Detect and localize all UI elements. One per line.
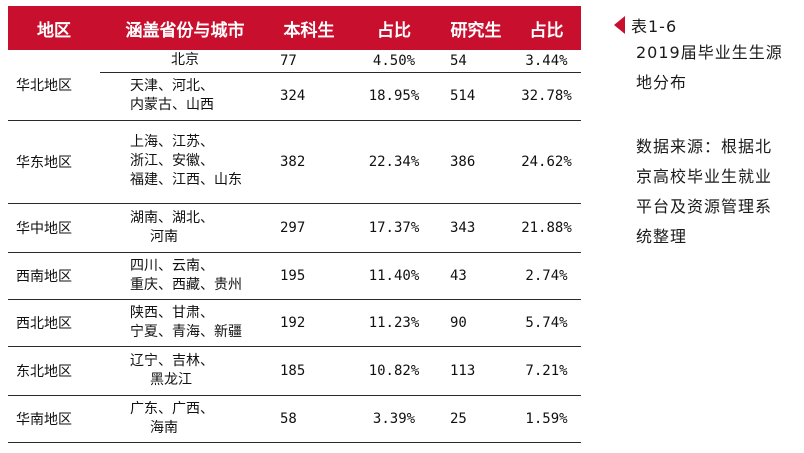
table-row: 华东地区 上海、江苏、 浙江、安徽、 福建、江西、山东 382 22.34% 3… (8, 120, 581, 204)
graduate-source-table: 地区 涵盖省份与城市 本科生 占比 研究生 占比 华北地区 北京 77 4.50… (8, 6, 581, 443)
grad-pct-cell: 2.74% (512, 252, 581, 300)
province-line: 上海、江苏、 (130, 134, 214, 150)
grad-cell: 514 (440, 72, 512, 121)
table-number: 表1-6 (631, 17, 678, 36)
table-row: 华中地区 湖南、湖北、 河南 297 17.37% 343 21.88% (8, 203, 581, 253)
region-cell: 华东地区 (8, 120, 100, 204)
province-line: 湖南、湖北、 (130, 209, 214, 226)
table-row: 东北地区 辽宁、吉林、 黑龙江 185 10.82% 113 7.21% (8, 346, 581, 396)
grad-pct-cell: 1.59% (512, 395, 581, 443)
province-line: 宁夏、青海、新疆 (130, 323, 242, 340)
undergrad-cell: 324 (270, 72, 348, 121)
table-row: 西北地区 陕西、甘肃、 宁夏、青海、新疆 192 11.23% 90 5.74% (8, 299, 581, 347)
grad-cell: 43 (440, 252, 512, 300)
region-cell: 西南地区 (8, 252, 100, 300)
grad-pct-cell: 3.44% (512, 50, 581, 73)
region-cell: 华中地区 (8, 203, 100, 253)
header-region: 地区 (37, 20, 71, 41)
table-caption-panel: 表1-6 2019届毕业生生源 地分布 数据来源：根据北 京高校毕业生就业 平台… (614, 12, 799, 252)
undergrad-pct-cell: 10.82% (348, 346, 440, 396)
undergrad-cell: 185 (270, 346, 348, 396)
region-cell: 华南地区 (8, 395, 100, 443)
provinces-cell: 湖南、湖北、 河南 (100, 203, 270, 253)
grad-cell: 90 (440, 299, 512, 347)
undergrad-cell: 77 (270, 50, 348, 73)
table-container: 地区 涵盖省份与城市 本科生 占比 研究生 占比 华北地区 北京 77 4.50… (8, 6, 581, 443)
undergrad-cell: 297 (270, 203, 348, 253)
undergrad-pct-cell: 11.23% (348, 299, 440, 347)
grad-cell: 54 (440, 50, 512, 73)
table-row: 华北地区 北京 77 4.50% 54 3.44% (8, 50, 581, 121)
provinces-cell: 陕西、甘肃、 宁夏、青海、新疆 (100, 299, 270, 347)
source-line: 京高校毕业生就业 (636, 167, 773, 186)
region-cell: 西北地区 (8, 299, 100, 347)
header-grad-pct: 占比 (529, 20, 564, 41)
province-line: 北京 (171, 52, 199, 69)
undergrad-pct-cell: 4.50% (348, 50, 440, 73)
triangle-marker-icon (614, 16, 625, 34)
province-line: 陕西、甘肃、 (130, 304, 214, 321)
grad-cell: 386 (440, 120, 512, 204)
table-row: 西南地区 四川、云南、 重庆、西藏、贵州 195 11.40% 43 2.74% (8, 252, 581, 300)
grad-cell: 113 (440, 346, 512, 396)
header-provinces: 涵盖省份与城市 (125, 20, 245, 41)
province-line: 广东、广西、 (130, 400, 214, 417)
provinces-cell: 上海、江苏、 浙江、安徽、 福建、江西、山东 (100, 120, 270, 204)
grad-pct-cell: 24.62% (512, 120, 581, 204)
header-undergrad-pct: 占比 (377, 20, 411, 41)
undergrad-cell: 192 (270, 299, 348, 347)
provinces-cell: 四川、云南、 重庆、西藏、贵州 (100, 252, 270, 300)
province-line: 天津、河北、 (130, 78, 214, 94)
province-line: 内蒙古、山西 (130, 97, 214, 113)
table-header-row: 地区 涵盖省份与城市 本科生 占比 研究生 占比 (8, 6, 581, 50)
province-line: 河南 (150, 228, 178, 245)
undergrad-pct-cell: 3.39% (348, 395, 440, 443)
table-title: 2019届毕业生生源 地分布 (614, 38, 799, 98)
region-cell: 华北地区 (8, 50, 100, 121)
grad-pct-cell: 5.74% (512, 299, 581, 347)
grad-pct-cell: 7.21% (512, 346, 581, 396)
grad-pct-cell: 32.78% (512, 72, 581, 121)
caption-head: 表1-6 (614, 12, 799, 38)
province-line: 辽宁、吉林、 (130, 352, 214, 369)
province-line: 海南 (150, 419, 178, 436)
provinces-cell: 天津、河北、 内蒙古、山西 (100, 72, 270, 121)
province-line: 黑龙江 (150, 371, 192, 388)
province-line: 福建、江西、山东 (130, 172, 242, 188)
undergrad-pct-cell: 22.34% (348, 120, 440, 204)
header-grad: 研究生 (450, 20, 502, 41)
grad-cell: 343 (440, 203, 512, 253)
provinces-cell: 辽宁、吉林、 黑龙江 (100, 346, 270, 396)
provinces-cell: 广东、广西、 海南 (100, 395, 270, 443)
table-title-line: 地分布 (636, 73, 688, 92)
table-row: 天津、河北、 内蒙古、山西 324 18.95% 514 32.78% (8, 72, 581, 121)
undergrad-pct-cell: 17.37% (348, 203, 440, 253)
undergrad-pct-cell: 18.95% (348, 72, 440, 121)
grad-cell: 25 (440, 395, 512, 443)
region-cell: 东北地区 (8, 346, 100, 396)
province-line: 重庆、西藏、贵州 (130, 276, 242, 293)
province-line: 四川、云南、 (130, 257, 214, 274)
undergrad-cell: 58 (270, 395, 348, 443)
table-row: 华南地区 广东、广西、 海南 58 3.39% 25 1.59% (8, 395, 581, 443)
table-title-line: 2019届毕业生生源 (636, 43, 783, 62)
provinces-cell: 北京 (100, 50, 270, 73)
source-line: 平台及资源管理系 (636, 197, 773, 216)
source-line: 统整理 (636, 227, 688, 246)
data-source-note: 数据来源：根据北 京高校毕业生就业 平台及资源管理系 统整理 (614, 132, 799, 252)
source-line: 数据来源：根据北 (636, 137, 773, 156)
header-undergrad: 本科生 (283, 20, 335, 41)
grad-pct-cell: 21.88% (512, 203, 581, 253)
undergrad-cell: 195 (270, 252, 348, 300)
undergrad-cell: 382 (270, 120, 348, 204)
province-line: 浙江、安徽、 (130, 153, 214, 169)
undergrad-pct-cell: 11.40% (348, 252, 440, 300)
